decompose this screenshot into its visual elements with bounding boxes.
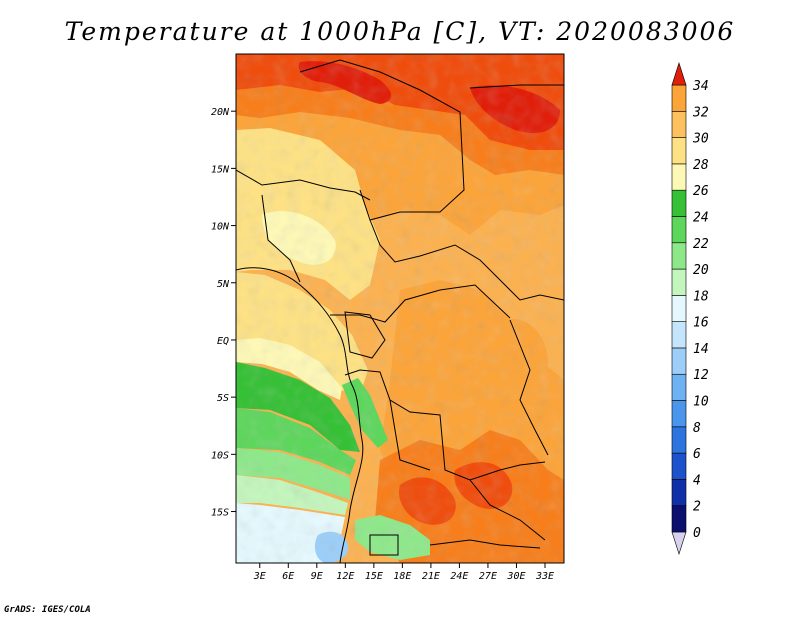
- lon-tick-label: 33E: [535, 571, 554, 582]
- colorbar-label: 10: [693, 395, 709, 410]
- colorbar-swatch: [671, 242, 687, 270]
- colorbar-label: 20: [693, 263, 709, 278]
- colorbar-swatch: [671, 347, 687, 375]
- colorbar-swatch: [671, 373, 687, 401]
- colorbar-arrow-low: [671, 531, 687, 555]
- colorbar-swatch: [671, 137, 687, 165]
- lat-tick-label: 5N: [217, 279, 230, 290]
- lat-tick-label: 15N: [211, 164, 230, 175]
- colorbar-label: 34: [692, 79, 709, 94]
- colorbar-arrow-high: [671, 62, 687, 86]
- chart-title: Temperature at 1000hPa [C], VT: 20200830…: [65, 17, 736, 46]
- lon-tick-label: 9E: [311, 571, 323, 582]
- lon-tick-label: 6E: [282, 571, 294, 582]
- lon-tick-label: 15E: [365, 571, 383, 582]
- colorbar-label: 18: [693, 289, 709, 304]
- colorbar-label: 32: [692, 105, 709, 120]
- lon-tick-label: 27E: [479, 571, 497, 582]
- lat-tick-label: EQ: [217, 336, 229, 347]
- lat-tick-label: 10N: [211, 222, 230, 233]
- colorbar-swatch: [671, 216, 687, 244]
- colorbar-label: 22: [693, 237, 709, 252]
- colorbar-swatch: [671, 400, 687, 428]
- colorbar-swatch: [671, 110, 687, 138]
- colorbar-label: 8: [693, 421, 701, 436]
- colorbar-label: 0: [693, 526, 701, 541]
- lon-tick-label: 3E: [253, 571, 266, 582]
- temperature-field: [236, 54, 564, 563]
- latitude-ticks: 20N 15N 10N 5N EQ 5S 10S 15S: [211, 107, 236, 519]
- colorbar-swatch: [671, 84, 687, 112]
- country-borders: [236, 59, 564, 563]
- map-frame: [235, 53, 565, 564]
- lon-tick-label: 12E: [336, 571, 354, 582]
- colorbar-swatch: [671, 189, 687, 217]
- colorbar-label: 30: [692, 132, 709, 147]
- lat-tick-label: 20N: [211, 107, 230, 118]
- colorbar-label: 16: [693, 316, 709, 331]
- longitude-ticks: 3E 6E 9E 12E 15E 18E 21E 24E 27E 30E 33E: [253, 563, 554, 582]
- colorbar-label: 28: [693, 158, 709, 173]
- grads-credit: GrADS: IGES/COLA: [4, 605, 91, 615]
- colorbar-swatch: [671, 452, 687, 480]
- colorbar-swatch: [671, 163, 687, 191]
- colorbar-swatch: [671, 295, 687, 322]
- colorbar-label: 12: [693, 368, 709, 383]
- colorbar-label: 14: [693, 342, 709, 357]
- lon-tick-label: 30E: [506, 571, 525, 582]
- lon-tick-label: 18E: [393, 571, 411, 582]
- lat-tick-label: 10S: [211, 450, 229, 461]
- colorbar-label: 26: [693, 184, 709, 199]
- lat-tick-label: 5S: [217, 393, 229, 404]
- colorbar-swatch: [671, 321, 687, 349]
- colorbar-swatch: [671, 505, 687, 533]
- field-texture: [236, 54, 564, 563]
- lat-tick-label: 15S: [211, 508, 229, 519]
- colorbar-swatch: [671, 268, 687, 296]
- colorbar-label: 24: [693, 210, 709, 225]
- colorbar-swatch: [671, 426, 687, 454]
- lon-tick-label: 21E: [422, 571, 440, 582]
- colorbar-swatch: [671, 479, 687, 507]
- colorbar-label: 2: [693, 500, 701, 515]
- colorbar-label: 6: [693, 447, 701, 462]
- lon-tick-label: 24E: [450, 571, 468, 582]
- colorbar-label: 4: [693, 473, 701, 488]
